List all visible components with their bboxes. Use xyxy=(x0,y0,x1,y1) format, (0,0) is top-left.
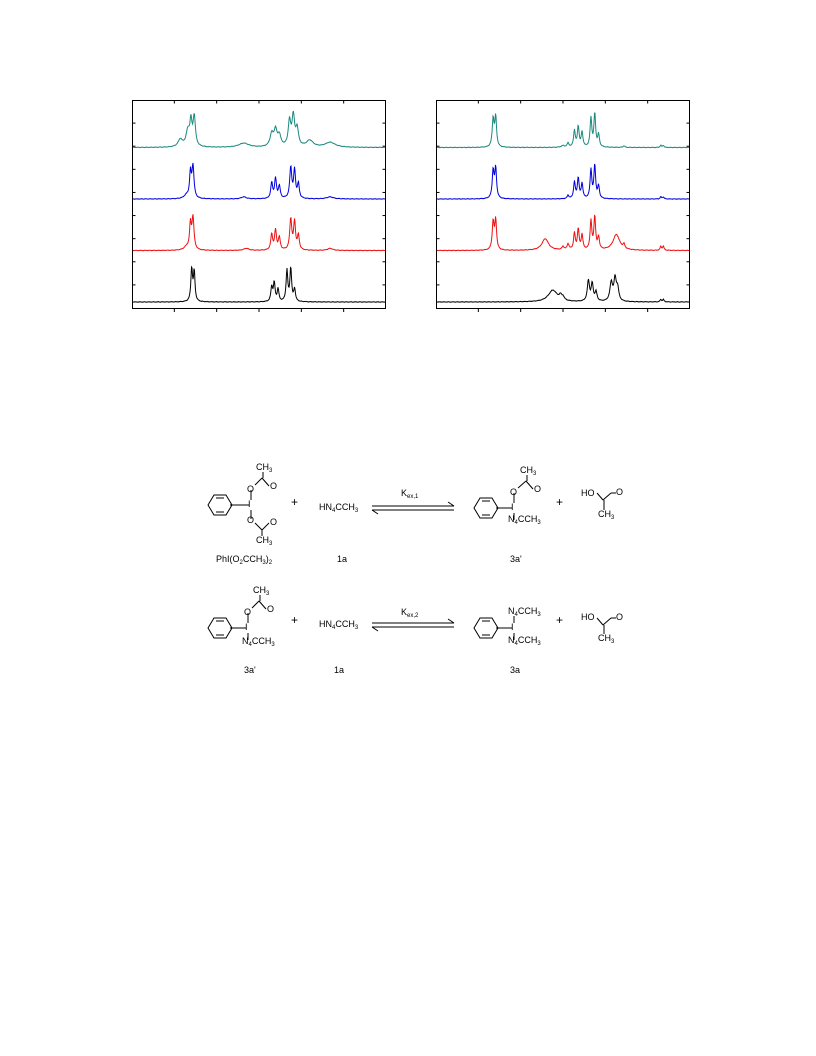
r1-methyl-bottom: CH3 xyxy=(256,535,273,547)
r1-methyl-top: CH3 xyxy=(256,462,273,474)
r2-reactant2-formula: HN4CCH3 xyxy=(319,619,359,631)
spectrum-trace-teal xyxy=(436,112,690,149)
r1-product-iodine: I xyxy=(511,502,514,512)
r1-product-carbonyl-o: O xyxy=(534,484,542,494)
structure-phi-oac2 xyxy=(207,472,270,536)
nmr-spectrum-left-plot xyxy=(132,100,386,312)
spectrum-trace-black xyxy=(436,274,690,303)
r1-reactant1-caption: PhI(O2CCH3)2 xyxy=(216,554,273,566)
r1-product-methyl: CH3 xyxy=(520,465,537,477)
r2-plus-2: + xyxy=(556,613,564,627)
structure-acetic-acid-1 xyxy=(596,492,616,510)
r1-product1-caption: 3a' xyxy=(510,554,522,564)
r1-acid-ho: HO xyxy=(581,488,595,498)
spectrum-trace-blue xyxy=(436,163,690,200)
r2-reactant2-caption: 1a xyxy=(334,665,345,675)
structure-acetic-acid-2 xyxy=(596,617,616,634)
nmr-spectrum-left xyxy=(132,100,386,312)
r1-acid-o: O xyxy=(616,487,624,497)
r1-reactant2-caption: 1a xyxy=(337,554,348,564)
r1-product-azide: N4CCH3 xyxy=(508,514,541,526)
r2-iodine-atom: I xyxy=(245,622,248,632)
r1-plus-1: + xyxy=(291,495,299,509)
r1-product-oxygen: O xyxy=(510,487,518,497)
r2-acid-methyl: CH3 xyxy=(598,633,615,645)
r2-oxygen-top: O xyxy=(244,607,252,617)
nmr-spectrum-right xyxy=(436,100,690,312)
structure-3a-prime-product xyxy=(473,475,534,520)
r1-reactant2-formula: HN4CCH3 xyxy=(319,502,359,514)
spectrum-trace-red xyxy=(436,214,690,252)
r1-carbonyl-o-bottom: O xyxy=(270,517,278,527)
r1-iodine-atom: I xyxy=(248,499,251,509)
r2-arrow-label: Kex,2 xyxy=(401,607,419,619)
r2-product-azide-bottom: N4CCH3 xyxy=(508,635,541,647)
r2-product-iodine: I xyxy=(511,622,514,632)
r1-carbonyl-o-top: O xyxy=(270,481,278,491)
r1-plus-2: + xyxy=(556,495,564,509)
r1-arrow-label: Kex,1 xyxy=(401,488,419,500)
r2-reactant1-caption: 3a' xyxy=(244,665,256,675)
r1-acid-methyl: CH3 xyxy=(598,509,615,521)
spectrum-trace-black xyxy=(132,265,386,303)
r2-methyl-top: CH3 xyxy=(253,585,270,597)
structure-3a-prime-reactant xyxy=(207,595,267,640)
r2-acid-o: O xyxy=(616,612,624,622)
structure-3a-product xyxy=(473,616,515,640)
equilibrium-arrow-2 xyxy=(371,618,455,632)
r2-plus-1: + xyxy=(291,613,299,627)
equilibrium-arrow-1 xyxy=(371,501,455,515)
nmr-spectrum-right-plot xyxy=(436,100,690,312)
r2-carbonyl-o: O xyxy=(267,604,275,614)
r2-product-azide-top: N4CCH3 xyxy=(508,606,541,618)
spectrum-trace-blue xyxy=(132,162,386,200)
spectrum-trace-red xyxy=(132,214,386,252)
r1-oxygen-bottom: O xyxy=(247,515,255,525)
r2-azide-bottom: N4CCH3 xyxy=(242,636,275,648)
r2-product1-caption: 3a xyxy=(510,665,521,675)
r1-oxygen-top: O xyxy=(247,484,255,494)
r2-acid-ho: HO xyxy=(581,612,595,622)
spectrum-trace-teal xyxy=(132,110,386,149)
